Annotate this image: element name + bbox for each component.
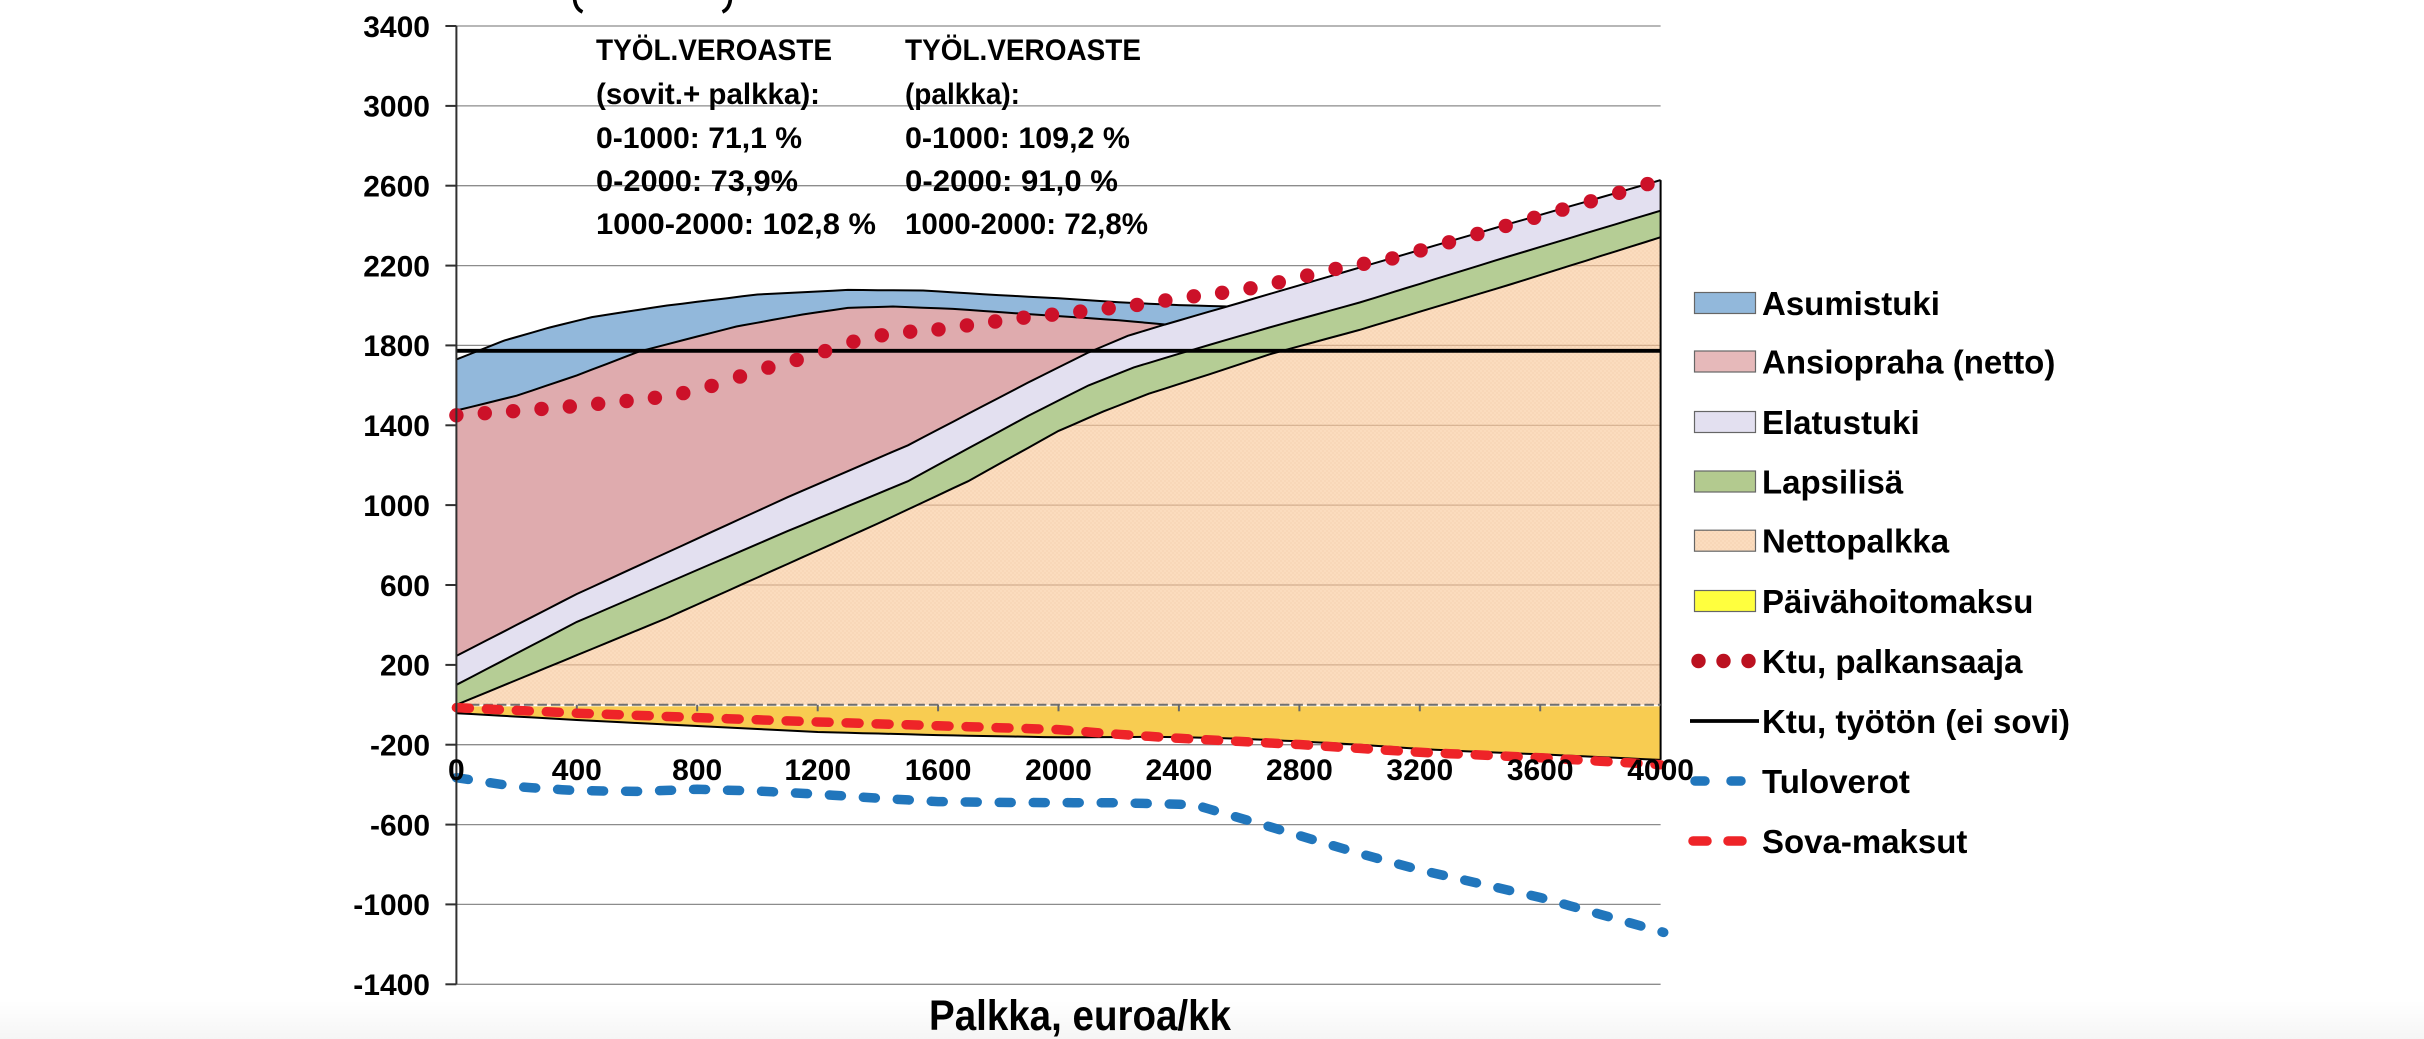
svg-text:3400: 3400 [363,11,430,44]
svg-text:2600: 2600 [363,171,430,204]
svg-text:(sovit.+ palkka):: (sovit.+ palkka): [596,78,820,111]
svg-text:1400: 1400 [363,410,430,443]
svg-text:1000-2000: 102,8 %: 1000-2000: 102,8 % [596,208,876,241]
svg-text:-600: -600 [370,809,430,842]
svg-text:3600: 3600 [1507,754,1574,787]
svg-text:TYÖL.VEROASTE: TYÖL.VEROASTE [905,34,1141,67]
svg-text:Ktu, työtön (ei sovi): Ktu, työtön (ei sovi) [1762,703,2070,740]
svg-text:1000-2000: 72,8%: 1000-2000: 72,8% [905,208,1148,241]
svg-text:2000: 2000 [1025,754,1092,787]
svg-text:Palkka, euroa/kk: Palkka, euroa/kk [929,992,1231,1039]
svg-text:2400: 2400 [1146,754,1213,787]
svg-text:Lapsilisä: Lapsilisä [1762,463,1904,500]
svg-text:-1400: -1400 [353,969,430,1002]
svg-text:Ktu, palkansaaja: Ktu, palkansaaja [1762,643,2023,680]
svg-text:2200: 2200 [363,250,430,283]
svg-text:-1000: -1000 [353,889,430,922]
svg-text:800: 800 [672,754,722,787]
svg-text:1000: 1000 [363,490,430,523]
svg-text:(palkka):: (palkka): [905,78,1020,111]
svg-text:400: 400 [552,754,602,787]
svg-text:200: 200 [380,650,430,683]
svg-text:Sova-maksut: Sova-maksut [1762,823,1967,860]
svg-text:0: 0 [448,754,465,787]
svg-text:3000: 3000 [363,91,430,124]
svg-text:Tuloverot: Tuloverot [1762,763,1910,800]
svg-text:Päivähoitomaksu: Päivähoitomaksu [1762,583,2033,620]
svg-text:-200: -200 [370,730,430,763]
svg-text:600: 600 [380,570,430,603]
svg-text:0-1000: 71,1 %: 0-1000: 71,1 % [596,122,802,155]
svg-text:Ansiopraha (netto): Ansiopraha (netto) [1762,343,2055,380]
svg-text:1800: 1800 [363,330,430,363]
svg-text:Nettopalkka: Nettopalkka [1762,523,1950,560]
svg-text:4000: 4000 [1627,754,1694,787]
svg-text:1200: 1200 [784,754,851,787]
svg-text:1600: 1600 [905,754,972,787]
svg-text:Asumistuki: Asumistuki [1762,285,1940,322]
svg-text:0-2000: 73,9%: 0-2000: 73,9% [596,165,798,198]
svg-text:0-1000: 109,2 %: 0-1000: 109,2 % [905,122,1130,155]
svg-text:TYÖL.VEROASTE: TYÖL.VEROASTE [596,34,832,67]
svg-text:2800: 2800 [1266,754,1333,787]
svg-text:Elatustuki: Elatustuki [1762,404,1920,441]
svg-text:3200: 3200 [1386,754,1453,787]
svg-text:0-2000: 91,0 %: 0-2000: 91,0 % [905,165,1118,198]
